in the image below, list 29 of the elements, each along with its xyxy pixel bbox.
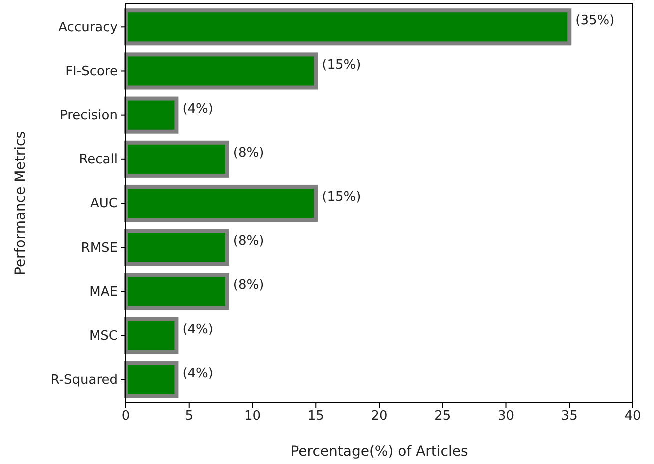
y-tick-label: AUC	[90, 196, 118, 212]
y-tick-label: Accuracy	[58, 20, 118, 36]
data-label: (35%)	[576, 14, 615, 29]
y-tick-label: Recall	[79, 152, 118, 168]
x-tick-label: 0	[122, 409, 130, 424]
x-tick-label: 40	[624, 409, 642, 424]
data-label: (4%)	[182, 102, 214, 117]
data-label: (8%)	[233, 146, 264, 161]
data-label: (15%)	[322, 190, 362, 206]
x-tick-label: 5	[185, 409, 194, 424]
x-tick-label: 10	[244, 409, 262, 424]
data-label: (4%)	[182, 366, 214, 382]
y-tick-label: Precision	[60, 108, 118, 124]
data-label: (8%)	[233, 234, 264, 250]
y-tick-label: FI-Score	[66, 64, 118, 80]
y-tick-label: MSC	[89, 328, 118, 344]
data-label: (15%)	[322, 58, 362, 73]
x-tick-label: 30	[498, 409, 515, 424]
y-tick-label: R-Squared	[50, 373, 118, 388]
x-tick-label: 20	[371, 409, 388, 424]
y-tick-label: MAE	[90, 284, 118, 300]
x-axis-title: Percentage(%) of Articles	[290, 444, 468, 460]
data-label: (4%)	[182, 322, 214, 338]
x-tick-label: 35	[561, 409, 578, 424]
x-tick-label: 15	[308, 409, 324, 424]
data-label: (8%)	[233, 278, 264, 294]
y-axis-title: Performance Metrics	[13, 132, 29, 276]
x-tick-label: 25	[434, 409, 452, 424]
y-tick-label: RMSE	[81, 240, 118, 256]
